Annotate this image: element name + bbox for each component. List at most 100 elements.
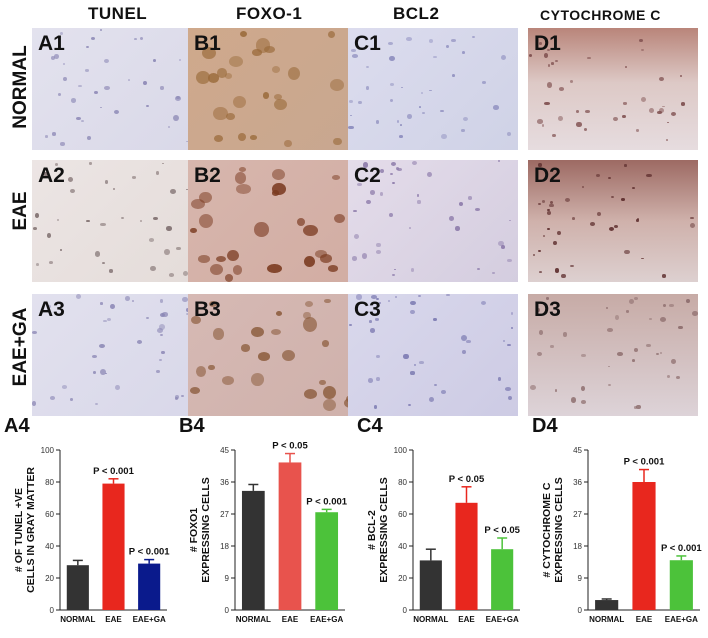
stained-cell [353, 234, 360, 240]
stained-cell [161, 350, 165, 354]
stained-cell [199, 191, 212, 203]
stained-cell [43, 171, 49, 177]
p-value-annotation: P < 0.05 [272, 441, 308, 452]
stained-cell [498, 240, 505, 247]
stained-cell [570, 265, 574, 268]
stained-cell [91, 355, 98, 359]
stained-cell [104, 58, 110, 64]
stained-cell [596, 174, 601, 178]
stained-cell [369, 320, 372, 323]
stained-cell [131, 175, 137, 179]
stained-cell [350, 114, 353, 117]
stained-cell [170, 189, 176, 195]
stained-cell [376, 377, 381, 381]
stained-cell [645, 343, 651, 348]
stained-cell [274, 98, 288, 110]
stained-cell [357, 183, 362, 187]
stained-cell [57, 93, 61, 96]
stained-cell [302, 316, 318, 333]
stained-cell [323, 386, 337, 400]
bar [419, 560, 442, 610]
stained-cell [322, 398, 336, 411]
stained-cell [110, 303, 116, 309]
stained-cell [671, 112, 677, 117]
stained-cell [624, 164, 627, 167]
stained-cell [366, 200, 371, 205]
panel-label: B4 [179, 415, 205, 437]
stained-cell [232, 265, 243, 275]
stained-cell [139, 220, 143, 223]
stained-cell [32, 330, 38, 334]
micrograph-panel: B2 [188, 160, 358, 282]
stained-cell [128, 79, 131, 81]
stained-cell [208, 364, 215, 371]
stained-cell [67, 177, 73, 182]
stained-cell [538, 42, 542, 45]
stained-cell [636, 405, 641, 410]
stained-cell [538, 271, 543, 274]
bar [138, 563, 161, 610]
stained-cell [303, 256, 315, 268]
y-axis-label: # CYTOCHROME CEXPRESSING CELLS [541, 477, 565, 583]
y-tick-label: 27 [573, 510, 582, 519]
stained-cell [410, 371, 415, 375]
stained-cell [617, 352, 623, 357]
stained-cell [59, 142, 65, 146]
micrograph-panel: D1 [528, 28, 698, 150]
stained-cell [332, 174, 341, 180]
stained-cell [679, 74, 683, 78]
stained-cell [209, 263, 224, 276]
stained-cell [333, 137, 342, 146]
stained-cell [388, 42, 394, 46]
stained-cell [348, 125, 354, 130]
stained-cell [458, 201, 464, 207]
stained-cell [121, 216, 125, 220]
stained-cell [506, 259, 512, 263]
bar-chart-c4: C4 # BCL-2EXPRESSING CELLS 0 20 40 60 80 100 NOR… [357, 415, 521, 624]
stained-cell [528, 54, 532, 58]
y-tick-label: 36 [573, 478, 582, 487]
stained-cell [103, 319, 107, 323]
stained-cell [529, 385, 536, 391]
stained-cell [543, 52, 549, 58]
stained-cell [537, 119, 544, 124]
stained-cell [93, 370, 96, 374]
stained-cell [395, 295, 398, 299]
micrograph-panel: B1 [188, 28, 358, 150]
stained-cell [690, 216, 694, 220]
stained-cell [631, 186, 635, 189]
stained-cell [70, 97, 77, 103]
y-tick-label: 40 [398, 542, 407, 551]
stained-cell [622, 102, 627, 105]
stained-cell [466, 339, 471, 343]
stained-cell [622, 115, 626, 119]
stained-cell [196, 70, 211, 85]
stained-cell [480, 300, 487, 306]
stained-cell [678, 325, 683, 330]
stained-cell [537, 250, 541, 252]
stained-cell [109, 269, 113, 273]
stained-cell [455, 226, 460, 231]
stained-cell [399, 124, 402, 126]
stained-cell [281, 349, 295, 361]
stained-cell [418, 105, 422, 108]
y-tick-label: 0 [50, 606, 55, 615]
stained-cell [460, 335, 467, 341]
p-value-annotation: P < 0.001 [306, 496, 347, 507]
stained-cell [547, 64, 551, 67]
stained-cell [508, 220, 511, 222]
micrograph-panel: A2 [32, 160, 202, 282]
stained-cell [217, 67, 227, 78]
stained-cell [606, 306, 609, 309]
y-tick-label: 80 [398, 478, 407, 487]
stained-cell [671, 358, 677, 365]
stained-cell [392, 181, 395, 184]
stained-cell [428, 396, 434, 402]
y-axis-label-line: EXPRESSING CELLS [378, 477, 390, 583]
stained-cell [145, 316, 149, 320]
row-heading-eae-ga: EAE+GA [10, 307, 31, 387]
x-tick-label: EAE+GA [665, 615, 698, 624]
stained-cell [238, 133, 247, 142]
stained-cell [143, 81, 148, 86]
column-heading-foxo1: FOXO-1 [236, 4, 303, 23]
